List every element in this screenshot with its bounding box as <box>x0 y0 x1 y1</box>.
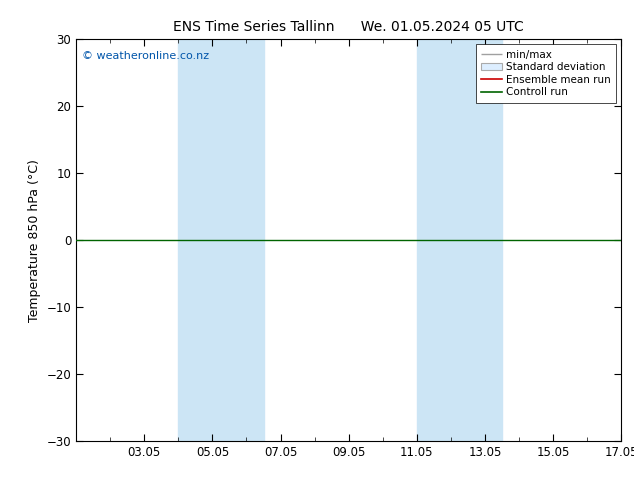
Legend: min/max, Standard deviation, Ensemble mean run, Controll run: min/max, Standard deviation, Ensemble me… <box>476 45 616 102</box>
Text: © weatheronline.co.nz: © weatheronline.co.nz <box>82 51 209 61</box>
Title: ENS Time Series Tallinn      We. 01.05.2024 05 UTC: ENS Time Series Tallinn We. 01.05.2024 0… <box>173 20 524 34</box>
Bar <box>178 39 264 441</box>
Bar <box>417 39 502 441</box>
Y-axis label: Temperature 850 hPa (°C): Temperature 850 hPa (°C) <box>28 159 41 321</box>
